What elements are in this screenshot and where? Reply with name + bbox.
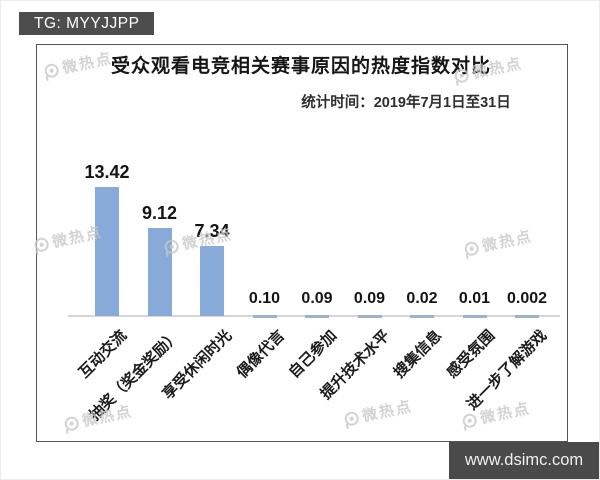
tg-badge: TG: MYYJJPP [19,12,155,35]
chart-subtitle: 统计时间：2019年7月1日至31日 [301,95,511,111]
watermark-logo-icon [33,235,50,253]
bar [95,187,119,316]
watermark-logo-icon [461,411,478,429]
bar-value-label: 13.42 [84,162,130,182]
watermark-logo-icon [453,66,470,84]
bar-value-label: 0.002 [506,290,548,307]
watermark-logo-icon [343,409,360,427]
bar-value-label: 0.09 [353,290,386,307]
bar-value-label: 0.10 [248,290,281,307]
bar [252,315,277,318]
chart-frame [36,44,568,442]
chart-title: 受众观看电竞相关赛事原因的热度指数对比 [110,56,491,77]
watermark-logo-icon [463,239,480,257]
watermark-logo-icon [63,414,80,432]
bar-value-label: 0.02 [406,290,438,307]
bar [462,315,487,318]
bar [357,315,382,318]
bar-value-label: 0.09 [301,290,333,307]
bar-value-label: 9.12 [141,203,178,223]
bar-value-label: 7.34 [194,221,230,241]
watermark-logo-icon [163,237,180,255]
bar [515,315,539,318]
bar-value-label: 0.01 [458,290,491,307]
website-badge: www.dsimc.com [449,442,599,479]
bar [410,315,434,318]
bar [200,246,224,316]
bar [305,315,329,318]
watermark-logo-icon [43,61,60,79]
